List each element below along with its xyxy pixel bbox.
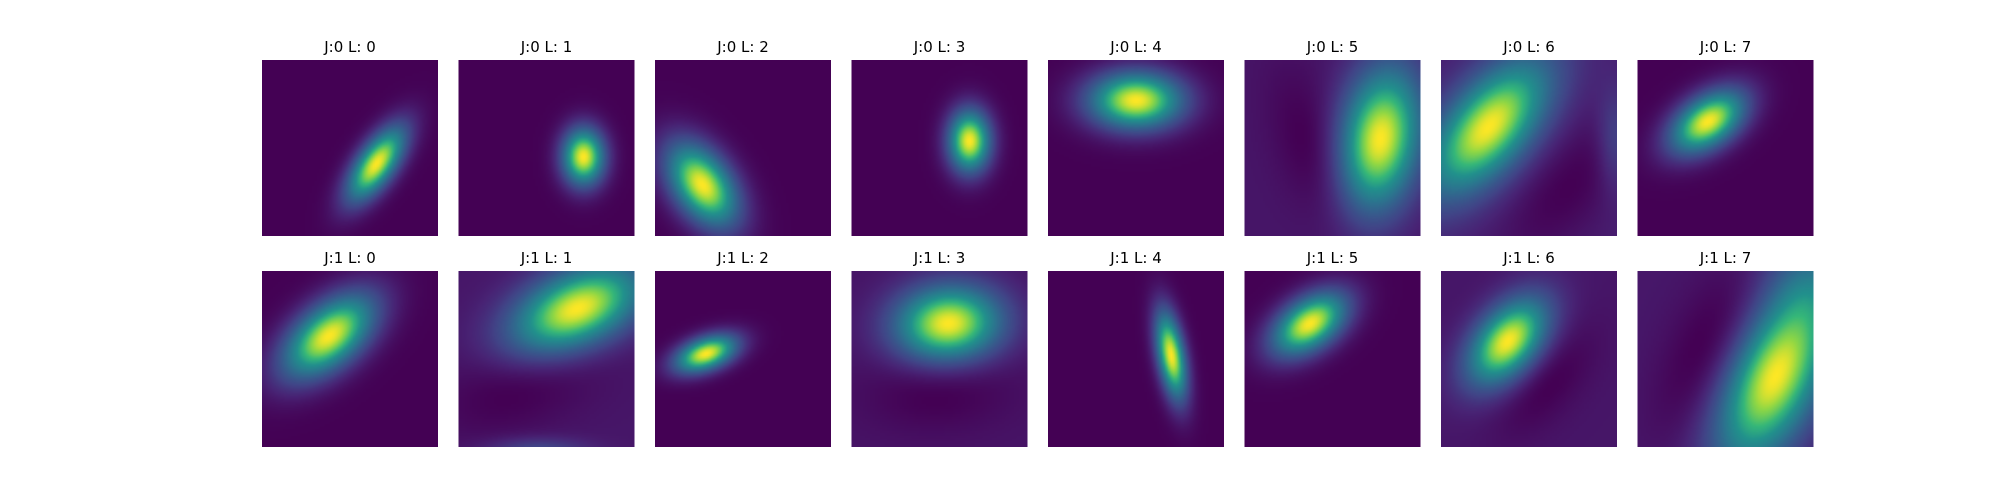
panel-title: J:1 L: 0 [323, 249, 376, 267]
panel-title: J:0 L: 7 [1699, 38, 1752, 56]
panel-title: J:1 L: 3 [913, 249, 966, 267]
heatmap-image [1637, 271, 1814, 447]
heatmap-panel: J:0 L: 3 [851, 38, 1028, 236]
panel-title: J:1 L: 6 [1502, 249, 1555, 267]
heatmap-image [1244, 271, 1421, 447]
heatmap-image [655, 60, 831, 236]
heatmap-image [1441, 271, 1617, 447]
heatmap-panel: J:0 L: 6 [1441, 38, 1617, 236]
heatmap-image [262, 271, 438, 447]
heatmap-panel: J:0 L: 0 [262, 38, 438, 236]
panel-title: J:0 L: 5 [1306, 38, 1359, 56]
panel-title: J:0 L: 3 [913, 38, 966, 56]
heatmap-image [458, 60, 635, 236]
heatmap-image [655, 271, 831, 447]
heatmap-panel: J:0 L: 7 [1637, 38, 1814, 236]
heatmap-panel: J:0 L: 1 [458, 38, 635, 236]
heatmap-image [1441, 60, 1617, 236]
heatmap-panel: J:1 L: 6 [1441, 249, 1617, 447]
panel-title: J:1 L: 2 [716, 249, 769, 267]
heatmap-image [1637, 60, 1814, 236]
panel-title: J:1 L: 5 [1306, 249, 1359, 267]
heatmap-panel: J:1 L: 2 [655, 249, 831, 447]
heatmap-image [851, 60, 1028, 236]
heatmap-image [851, 271, 1028, 447]
heatmap-panel: J:0 L: 2 [655, 38, 831, 236]
heatmap-image [458, 271, 635, 447]
heatmap-panel: J:1 L: 5 [1244, 249, 1421, 447]
heatmap-image [1048, 60, 1224, 236]
panel-title: J:0 L: 6 [1502, 38, 1555, 56]
panel-title: J:0 L: 1 [520, 38, 573, 56]
panel-title: J:0 L: 0 [323, 38, 376, 56]
heatmap-panel: J:1 L: 1 [458, 249, 635, 447]
heatmap-panel: J:0 L: 5 [1244, 38, 1421, 236]
heatmap-image [1244, 60, 1421, 236]
heatmap-image [262, 60, 438, 236]
panel-title: J:1 L: 7 [1699, 249, 1752, 267]
panels-layer: J:0 L: 0 J:0 L: 1 J:0 L: 2 J:0 L: 3 J:0 L: 4… [262, 38, 1814, 447]
heatmap-image [1048, 271, 1224, 447]
panel-title: J:1 L: 1 [520, 249, 573, 267]
heatmap-panel: J:0 L: 4 [1048, 38, 1224, 236]
panel-title: J:1 L: 4 [1109, 249, 1162, 267]
heatmap-panel: J:1 L: 7 [1637, 249, 1814, 447]
panel-title: J:0 L: 4 [1109, 38, 1162, 56]
heatmap-panel: J:1 L: 3 [851, 249, 1028, 447]
panel-title: J:0 L: 2 [716, 38, 769, 56]
heatmap-panel: J:1 L: 4 [1048, 249, 1224, 447]
heatmap-panel: J:1 L: 0 [262, 249, 438, 447]
